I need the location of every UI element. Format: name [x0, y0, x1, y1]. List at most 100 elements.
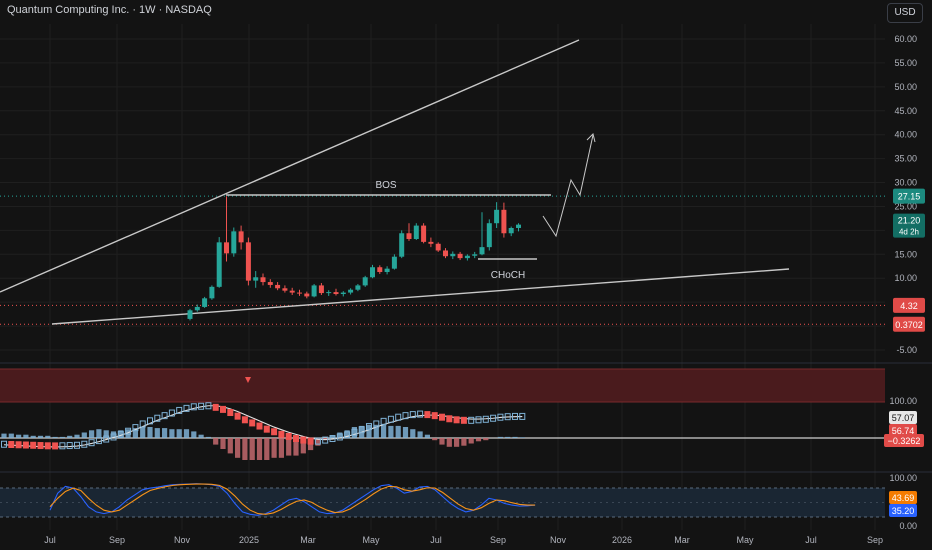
macd-hist-bar: [439, 438, 445, 445]
macd-box: [161, 412, 168, 420]
badge-21-20-bg: [893, 213, 925, 238]
macd-box: [322, 436, 329, 444]
x-tick-label: May: [736, 535, 754, 545]
macd-hist-bar: [432, 438, 438, 441]
x-tick-label: Nov: [174, 535, 191, 545]
macd-hist-bar: [381, 424, 387, 438]
macd-box: [59, 442, 66, 450]
currency-button[interactable]: USD: [887, 3, 923, 23]
macd-box: [366, 423, 372, 431]
candle-body: [508, 227, 514, 234]
candle-body: [472, 254, 478, 256]
x-tick-label: Mar: [674, 535, 690, 545]
macd-hist-bar: [16, 434, 22, 438]
y-tick-label: 25.00: [894, 201, 917, 211]
macd-box: [139, 420, 146, 428]
candle-body: [194, 306, 200, 311]
macd-box-fill: [424, 411, 430, 418]
macd-box-fill: [8, 441, 14, 448]
macd-box: [154, 414, 161, 422]
macd-hist-bar: [23, 434, 29, 438]
macd-hist-bar: [74, 434, 80, 438]
candle-body: [457, 253, 463, 259]
macd-box: [468, 416, 475, 424]
macd-box-fill: [439, 414, 445, 421]
candle-body: [260, 277, 266, 283]
stoch-tick-100: 100.00: [889, 473, 917, 483]
y-tick-label: 15.00: [894, 249, 917, 259]
macd-box: [490, 414, 497, 422]
candle-body: [516, 224, 521, 228]
macd-box-fill: [446, 415, 452, 422]
macd-box-fill: [52, 442, 58, 449]
candle-body: [501, 209, 507, 234]
macd-hist-bar: [329, 435, 336, 438]
macd-box: [475, 416, 482, 424]
macd-box: [512, 412, 518, 420]
macd-hist-bar: [67, 435, 73, 438]
candle-body: [443, 250, 448, 257]
macd-box: [373, 420, 380, 428]
candle-body: [370, 267, 375, 278]
macd-box-fill: [38, 442, 43, 449]
badge-21-20-sub: 4d 2h: [899, 228, 919, 237]
badge-27-15-bg: [893, 188, 925, 204]
macd-box: [66, 442, 73, 450]
macd-hist-bar: [505, 436, 511, 438]
macd-hist-bar: [59, 436, 65, 438]
candle-body: [275, 284, 281, 289]
x-tick-label: Sep: [490, 535, 506, 545]
candle-body: [494, 209, 500, 224]
macd-box: [198, 402, 205, 410]
candle-body: [326, 292, 332, 294]
x-tick-label: 2026: [612, 535, 632, 545]
macd-box: [482, 415, 489, 423]
x-tick-label: Jul: [44, 535, 56, 545]
macd-box-fill: [300, 437, 306, 444]
macd-box: [190, 403, 197, 411]
upper-trendline: [0, 39, 580, 293]
macd-box-fill: [286, 433, 292, 440]
macd-badge-1: 57.07: [892, 413, 915, 423]
macd-hist-bar: [118, 430, 124, 438]
candle-body: [238, 231, 244, 243]
macd-box: [351, 428, 358, 436]
macd-hist-bar: [300, 438, 306, 454]
macd-hist-bar: [140, 427, 146, 438]
macd-badge-3-bg: [884, 434, 924, 447]
signal-marker: [245, 377, 251, 383]
candle-body: [318, 285, 324, 294]
candle-body: [311, 285, 317, 297]
macd-box: [497, 413, 504, 421]
candle-body: [245, 242, 251, 281]
macd-box: [95, 437, 102, 445]
macd-box: [504, 413, 511, 421]
candle-body: [362, 277, 368, 286]
macd-hist-bar: [424, 434, 430, 438]
badge-4-32: 4.32: [900, 301, 918, 311]
macd-box-fill: [45, 442, 51, 449]
macd-box: [402, 412, 409, 420]
macd-hist-bar: [410, 429, 416, 438]
x-tick-label: 2025: [239, 535, 259, 545]
macd-hist-bar: [395, 425, 401, 438]
macd-box: [88, 439, 95, 447]
macd-hist-bar: [96, 429, 102, 438]
macd-box: [1, 440, 7, 448]
badge-4-32-bg: [893, 297, 925, 313]
macd-hist-bar: [337, 432, 343, 438]
macd-box-fill: [213, 404, 219, 411]
lower-trendline: [51, 268, 790, 325]
macd-box: [336, 433, 343, 441]
macd-box: [380, 417, 387, 425]
candle-body: [202, 298, 208, 307]
macd-hist-bar: [30, 435, 36, 438]
macd-badge-3: −0.3262: [888, 436, 921, 446]
badge-0-3702: 0.3702: [895, 320, 923, 330]
macd-hist-bar: [110, 431, 117, 438]
candle-body: [421, 225, 427, 242]
x-tick-label: Nov: [550, 535, 567, 545]
y-tick-label: 55.00: [894, 58, 917, 68]
y-tick-label: 45.00: [894, 106, 917, 116]
